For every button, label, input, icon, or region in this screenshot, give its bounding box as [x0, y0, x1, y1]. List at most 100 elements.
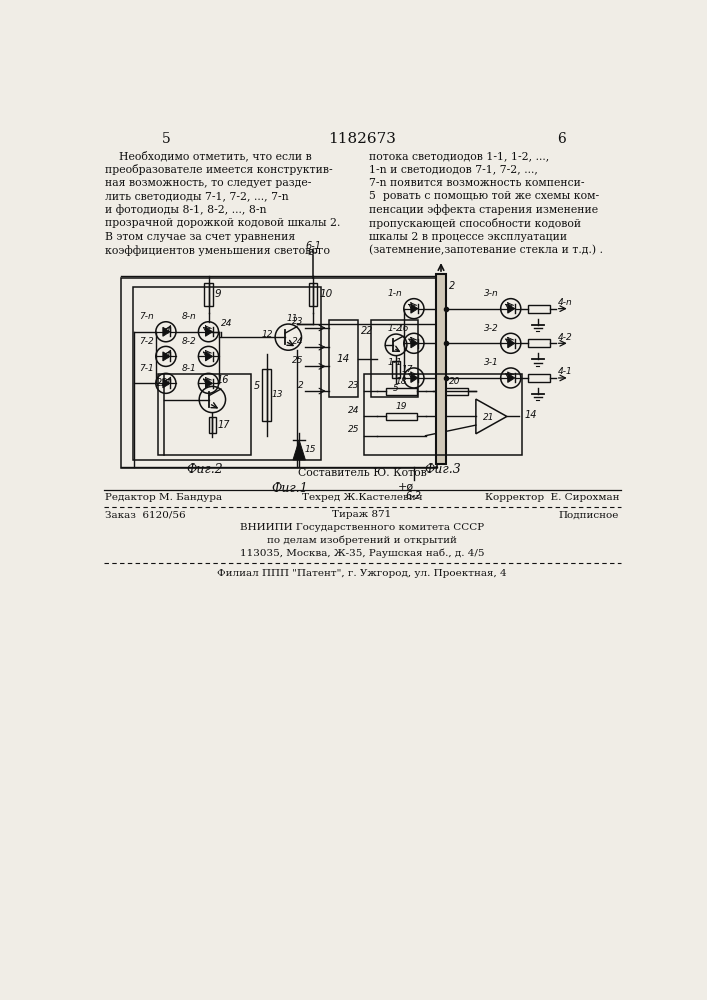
Bar [209, 417, 216, 433]
Bar [262, 369, 271, 421]
Polygon shape [411, 373, 418, 382]
Bar [528, 374, 550, 382]
Polygon shape [206, 379, 213, 388]
Text: 7-n появится возможность компенси-: 7-n появится возможность компенси- [369, 178, 585, 188]
Text: 14: 14 [337, 354, 350, 364]
Text: 11: 11 [286, 314, 298, 323]
Text: шкалы 2 в процессе эксплуатации: шкалы 2 в процессе эксплуатации [369, 232, 567, 242]
Text: 19: 19 [396, 402, 407, 411]
Text: 10: 10 [320, 289, 332, 299]
Text: 24: 24 [221, 319, 233, 328]
Polygon shape [508, 304, 515, 313]
Text: 6-2: 6-2 [406, 491, 422, 501]
Polygon shape [163, 352, 170, 361]
Text: ø-: ø- [308, 246, 318, 256]
Text: Заказ  6120/56: Заказ 6120/56 [105, 510, 186, 519]
Text: 21: 21 [484, 413, 495, 422]
Bar [204, 283, 213, 306]
Text: 8-2: 8-2 [182, 337, 197, 346]
Text: 3-2: 3-2 [484, 324, 499, 333]
Text: Филиал ППП "Патент", г. Ужгород, ул. Проектная, 4: Филиал ППП "Патент", г. Ужгород, ул. Про… [217, 569, 507, 578]
Bar [436, 274, 446, 464]
Bar [441, 388, 468, 395]
Bar [386, 413, 417, 420]
Bar [371, 320, 418, 397]
Polygon shape [293, 440, 305, 460]
Text: 13: 13 [272, 390, 284, 399]
Text: 6-1: 6-1 [305, 241, 321, 251]
Text: по делам изобретений и открытий: по делам изобретений и открытий [267, 536, 457, 545]
Text: Редактор М. Бандура: Редактор М. Бандура [105, 493, 223, 502]
Text: 4-n: 4-n [558, 298, 573, 307]
Bar [132, 287, 321, 460]
Text: 15: 15 [305, 445, 316, 454]
Text: 8-1: 8-1 [182, 364, 197, 373]
Polygon shape [206, 352, 213, 361]
Bar [392, 361, 400, 378]
Text: 1-n: 1-n [387, 289, 402, 298]
Text: 16: 16 [216, 375, 229, 385]
Text: ная возможность, то следует разде-: ная возможность, то следует разде- [105, 178, 312, 188]
Text: (затемнение,запотевание стекла и т.д.) .: (затемнение,запотевание стекла и т.д.) . [369, 245, 603, 255]
Text: Фиг.1: Фиг.1 [271, 482, 308, 495]
Text: 1182673: 1182673 [328, 132, 397, 146]
Text: +ø: +ø [398, 482, 414, 492]
Text: ВНИИПИ Государственного комитета СССР: ВНИИПИ Государственного комитета СССР [240, 523, 484, 532]
Text: 8-n: 8-n [182, 312, 197, 321]
Polygon shape [163, 379, 170, 388]
Text: Необходимо отметить, что если в: Необходимо отметить, что если в [105, 151, 312, 162]
Text: Тираж 871: Тираж 871 [332, 510, 392, 519]
Text: 1-1: 1-1 [387, 358, 402, 367]
Text: Техред Ж.Кастелевич: Техред Ж.Кастелевич [302, 493, 422, 502]
Bar [158, 374, 251, 455]
Bar [386, 388, 417, 395]
Text: Фиг.2: Фиг.2 [186, 463, 223, 476]
Text: потока светодиодов 1-1, 1-2, ...,: потока светодиодов 1-1, 1-2, ..., [369, 151, 549, 161]
Polygon shape [508, 373, 515, 382]
Text: 9: 9 [215, 289, 221, 299]
Text: прозрачной дорожкой кодовой шкалы 2.: прозрачной дорожкой кодовой шкалы 2. [105, 218, 341, 228]
Text: 4-2: 4-2 [558, 333, 573, 342]
Text: 18: 18 [396, 377, 407, 386]
Text: Фиг.3: Фиг.3 [425, 463, 461, 476]
Text: коэффициентов уменьшения светового: коэффициентов уменьшения светового [105, 245, 330, 256]
Bar [329, 320, 358, 397]
Text: 113035, Москва, Ж-35, Раушская наб., д. 4/5: 113035, Москва, Ж-35, Раушская наб., д. … [240, 548, 484, 558]
Text: 23: 23 [292, 317, 304, 326]
Text: 7-n: 7-n [139, 312, 154, 321]
Text: В этом случае за счет уравнения: В этом случае за счет уравнения [105, 232, 296, 242]
Text: 20: 20 [449, 377, 460, 386]
Text: 24: 24 [348, 406, 360, 415]
Text: лить светодиоды 7-1, 7-2, ..., 7-n: лить светодиоды 7-1, 7-2, ..., 7-n [105, 191, 289, 201]
Text: 2: 2 [298, 380, 304, 389]
Text: 3-n: 3-n [484, 289, 499, 298]
Text: 7-2: 7-2 [139, 337, 154, 346]
Text: 22: 22 [361, 326, 374, 336]
Text: 12: 12 [262, 330, 273, 339]
Bar [528, 339, 550, 347]
Polygon shape [163, 327, 170, 336]
Text: 23: 23 [348, 380, 360, 389]
Text: 5: 5 [393, 384, 399, 393]
Text: 17: 17 [402, 365, 413, 374]
Text: 17: 17 [218, 420, 230, 430]
Text: 5  ровать с помощью той же схемы ком-: 5 ровать с помощью той же схемы ком- [369, 191, 599, 201]
Text: 5: 5 [161, 132, 170, 146]
Text: 16: 16 [397, 324, 409, 333]
Bar [309, 283, 317, 306]
Bar [528, 305, 550, 312]
Bar [363, 374, 522, 455]
Polygon shape [411, 304, 418, 313]
Text: 25: 25 [348, 425, 360, 434]
Text: преобразователе имеется конструктив-: преобразователе имеется конструктив- [105, 164, 333, 175]
Polygon shape [411, 339, 418, 348]
Text: Корректор  Е. Сирохман: Корректор Е. Сирохман [485, 493, 619, 502]
Text: 22: 22 [156, 378, 168, 388]
Text: 14: 14 [525, 410, 537, 420]
Text: 1-n и светодиодов 7-1, 7-2, ...,: 1-n и светодиодов 7-1, 7-2, ..., [369, 164, 538, 174]
Polygon shape [508, 339, 515, 348]
Polygon shape [206, 327, 213, 336]
Text: 25: 25 [292, 356, 304, 365]
Text: 7-1: 7-1 [139, 364, 154, 373]
Text: 5: 5 [253, 381, 259, 391]
